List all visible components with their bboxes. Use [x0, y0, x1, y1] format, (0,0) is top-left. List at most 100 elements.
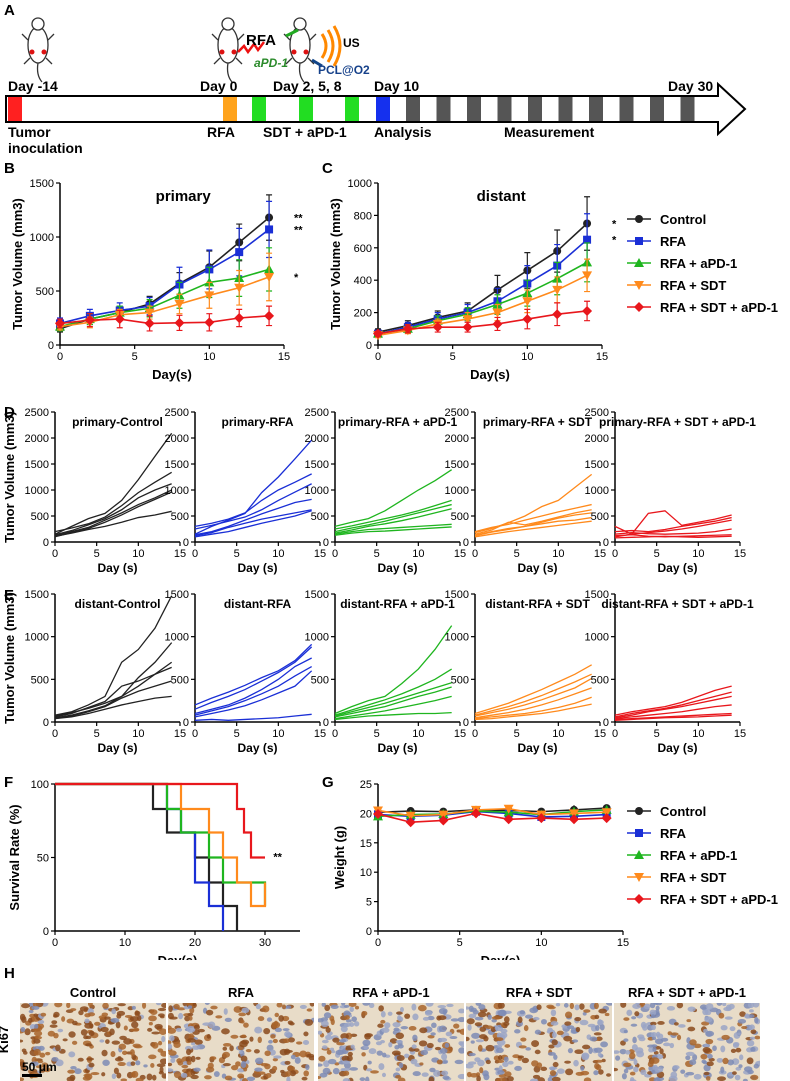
- ihc-nucleus: [20, 1039, 24, 1043]
- individual-line-control: [54, 661, 173, 718]
- ihc-nucleus: [195, 1056, 201, 1060]
- x-tick-label: 0: [375, 937, 381, 949]
- analysis-marker: [376, 97, 390, 121]
- ihc-nucleus: [134, 1010, 141, 1016]
- ihc-nucleus: [382, 1052, 387, 1058]
- ihc-nucleus: [343, 1004, 350, 1008]
- y-tick-label: 1000: [165, 632, 189, 644]
- ihc-nucleus: [229, 1045, 234, 1052]
- ihc-nucleus: [521, 1057, 529, 1064]
- ihc-nucleus: [306, 1053, 314, 1058]
- legend-swatch-rfa-apd-1: [627, 258, 651, 267]
- ihc-nucleus: [707, 1053, 713, 1059]
- legend-swatch-rfa-sdt: [627, 873, 651, 882]
- ihc-nucleus: [131, 1021, 139, 1029]
- ihc-nucleus: [129, 1016, 139, 1022]
- x-axis-label: Day (s): [657, 561, 697, 575]
- ihc-nucleus: [187, 1012, 194, 1017]
- individual-line-rfa-sdt-apd-1: [614, 685, 732, 716]
- ihc-nucleus: [168, 1027, 177, 1034]
- mouse-icon-rfa: [211, 17, 265, 83]
- ihc-nucleus: [118, 1043, 127, 1050]
- individual-line-rfa-sdt: [474, 503, 592, 533]
- timeline-arrow: [5, 81, 747, 137]
- ihc-label-rfa-apd-1: RFA + aPD-1: [352, 985, 430, 1000]
- x-tick-label: 15: [174, 548, 186, 560]
- ihc-nucleus: [497, 1070, 505, 1075]
- ihc-nucleus: [240, 1061, 247, 1068]
- data-point-rfa-sdt-apd-1: [569, 814, 579, 825]
- y-tick-label: 500: [171, 511, 189, 523]
- y-axis-label: Tumor Volume (mm3): [10, 198, 25, 330]
- ihc-nucleus: [123, 1025, 128, 1031]
- legend-label: RFA: [660, 233, 686, 249]
- y-tick-label: 500: [451, 511, 469, 523]
- axis-lines: [377, 183, 602, 346]
- ihc-nucleus: [469, 1073, 479, 1078]
- series-line-rfa-sdt: [59, 276, 270, 328]
- ihc-nucleus: [504, 1016, 510, 1023]
- ihc-nucleus: [599, 1023, 605, 1031]
- tumor-inoculation-marker: [8, 97, 22, 121]
- y-tick-label: 2000: [25, 433, 49, 445]
- data-point-rfa-sdt: [144, 308, 155, 318]
- ihc-nucleus: [497, 1003, 505, 1009]
- ihc-nucleus: [496, 1077, 506, 1081]
- ihc-nucleus: [368, 1048, 377, 1055]
- x-tick-label: 15: [314, 548, 326, 560]
- ihc-nucleus: [398, 1062, 404, 1069]
- ihc-nucleus: [630, 1023, 638, 1027]
- ihc-nucleus: [625, 1050, 631, 1055]
- ihc-nucleus: [426, 1042, 434, 1049]
- data-point-rfa-sdt-apd-1: [492, 318, 503, 329]
- ihc-nucleus: [113, 1067, 119, 1074]
- ihc-nucleus: [750, 1029, 757, 1035]
- ihc-nucleus: [722, 1003, 727, 1007]
- ihc-nucleus: [746, 1039, 755, 1047]
- ihc-nucleus: [359, 1077, 366, 1081]
- ihc-nucleus: [657, 1021, 665, 1025]
- ihc-nucleus: [246, 1076, 256, 1081]
- ihc-nucleus: [51, 1020, 58, 1025]
- y-tick-label: 800: [354, 210, 372, 222]
- ihc-nucleus: [517, 1016, 523, 1024]
- ihc-nucleus: [639, 1003, 646, 1007]
- ihc-nucleus: [21, 1016, 27, 1024]
- ihc-nucleus: [479, 1026, 487, 1032]
- ihc-nucleus: [222, 1051, 231, 1058]
- ihc-nucleus: [583, 1077, 592, 1081]
- ihc-nucleus: [412, 1013, 419, 1021]
- ihc-nucleus: [388, 1042, 393, 1048]
- ihc-nucleus: [190, 1074, 199, 1080]
- individual-line-rfa: [194, 473, 312, 528]
- ihc-nucleus: [161, 1073, 166, 1079]
- label-inoculation: inoculation: [8, 140, 83, 156]
- ihc-row-label-box: Ki67: [0, 1008, 20, 1078]
- y-tick-label: 500: [31, 674, 49, 686]
- ihc-nucleus: [296, 1041, 303, 1045]
- ihc-nucleus: [271, 1021, 281, 1029]
- ihc-nucleus: [466, 1018, 475, 1025]
- survival-curve-rfa-apd-1: [55, 782, 267, 907]
- y-tick-label: 1500: [165, 459, 189, 471]
- ihc-nucleus: [499, 1032, 508, 1039]
- ihc-nucleus: [631, 1016, 637, 1020]
- ihc-nucleus: [393, 1027, 400, 1032]
- ihc-nucleus: [436, 1059, 443, 1065]
- measurement-marker: [436, 97, 451, 121]
- individual-line-rfa: [194, 670, 313, 718]
- ihc-nucleus: [101, 1072, 106, 1077]
- ihc-nucleus: [485, 1059, 491, 1065]
- ihc-nucleus: [230, 1034, 239, 1039]
- ihc-nucleus: [654, 1038, 664, 1045]
- ihc-nucleus: [536, 1004, 542, 1011]
- x-axis-label: Day (s): [97, 561, 137, 575]
- ihc-nucleus: [109, 1028, 115, 1036]
- ihc-nucleus: [36, 1023, 45, 1030]
- ihc-nucleus: [736, 1032, 742, 1036]
- y-tick-label: 1500: [585, 589, 609, 601]
- ihc-nucleus: [272, 1058, 278, 1062]
- ihc-nucleus: [238, 1012, 247, 1017]
- ihc-nucleus: [272, 1065, 278, 1072]
- ihc-nucleus: [178, 1012, 184, 1020]
